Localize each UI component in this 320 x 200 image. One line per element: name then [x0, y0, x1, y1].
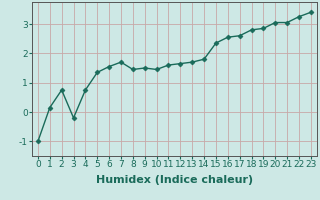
X-axis label: Humidex (Indice chaleur): Humidex (Indice chaleur)	[96, 175, 253, 185]
